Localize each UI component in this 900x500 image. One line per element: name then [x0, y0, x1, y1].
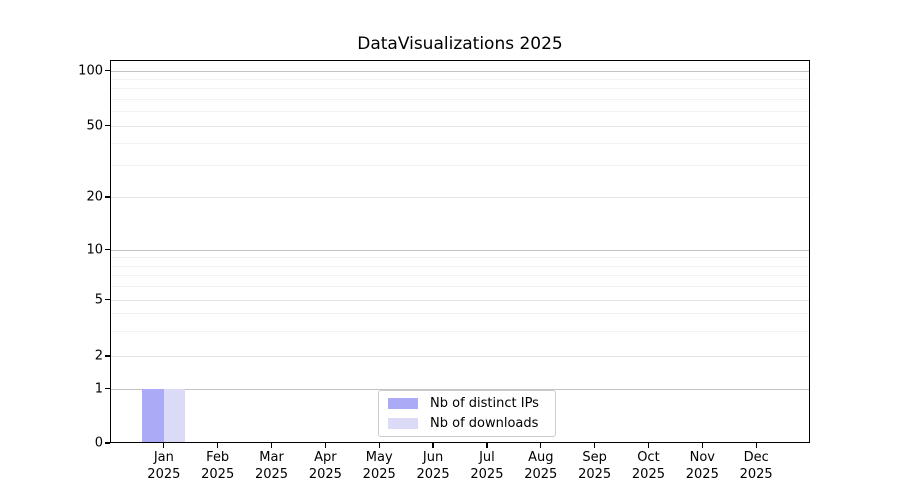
gridline-y-90: [110, 79, 810, 81]
x-tick-year-may: 2025: [362, 466, 396, 482]
y-tick-label-1: 1: [94, 381, 103, 396]
y-tick-label-5: 5: [94, 292, 103, 307]
y-tick-2: [105, 355, 110, 357]
x-tick-year-jan: 2025: [147, 466, 181, 482]
x-tick-mar: [270, 443, 273, 448]
legend-label-downloads: Nb of downloads: [430, 415, 539, 431]
x-tick-year-nov: 2025: [685, 466, 719, 482]
y-tick-label-20: 20: [86, 189, 103, 205]
gridline-y-100: [110, 70, 810, 72]
y-tick-1: [105, 387, 110, 390]
y-tick-label-50: 50: [86, 118, 103, 133]
x-tick-dec: [755, 443, 757, 448]
x-tick-year-jul: 2025: [470, 466, 504, 482]
x-tick-label-jun: Jun 2025: [416, 450, 450, 482]
x-tick-feb: [217, 443, 219, 448]
gridline-y-30: [110, 165, 810, 167]
gridline-y-60: [110, 111, 810, 113]
x-tick-nov: [701, 443, 703, 448]
gridline-y-50: [110, 125, 810, 127]
x-tick-label-mar: Mar 2025: [254, 450, 289, 482]
gridline-y-20: [110, 197, 810, 198]
gridline-y-9: [110, 257, 810, 259]
y-tick-label-100: 100: [78, 63, 103, 79]
x-tick-label-apr: Apr 2025: [308, 450, 342, 482]
x-tick-apr: [324, 443, 327, 448]
x-tick-label-dec: Dec 2025: [739, 450, 773, 482]
x-tick-year-dec: 2025: [739, 466, 773, 482]
bar-nb-of-distinct-ips-jan: [142, 388, 164, 443]
x-tick-jul: [486, 443, 488, 448]
legend-item-downloads: Nb of downloads: [388, 416, 555, 432]
plot-area: [110, 60, 810, 443]
gridline-y-4: [110, 313, 810, 315]
y-tick-50: [105, 124, 110, 127]
x-tick-label-may: May 2025: [362, 450, 396, 482]
gridline-y-40: [110, 142, 810, 144]
x-tick-year-oct: 2025: [631, 466, 665, 482]
y-tick-20: [105, 196, 110, 198]
x-tick-year-jun: 2025: [416, 466, 450, 482]
legend-swatch-distinct-ips-icon: [388, 398, 418, 409]
y-tick-label-2: 2: [94, 348, 103, 364]
y-tick-label-10: 10: [86, 242, 103, 257]
x-tick-year-sep: 2025: [578, 466, 612, 482]
x-tick-oct: [647, 443, 650, 448]
gridline-y-7: [110, 275, 810, 277]
x-tick-jan: [163, 443, 165, 448]
gridline-y-1: [110, 388, 810, 390]
legend-item-distinct-ips: Nb of distinct IPs: [388, 396, 555, 412]
x-tick-year-feb: 2025: [201, 466, 235, 482]
x-tick-jun: [432, 443, 434, 448]
x-tick-label-jul: Jul 2025: [470, 450, 504, 482]
bar-nb-of-downloads-jan: [163, 388, 186, 443]
x-tick-label-sep: Sep 2025: [578, 450, 612, 482]
x-tick-label-feb: Feb 2025: [201, 450, 235, 482]
y-tick-10: [105, 248, 110, 251]
legend-swatch-downloads-icon: [388, 418, 418, 429]
x-tick-aug: [540, 443, 542, 448]
gridline-y-5: [110, 299, 810, 301]
x-tick-label-aug: Aug 2025: [524, 450, 558, 482]
y-tick-5: [105, 298, 110, 301]
gridline-y-2: [110, 356, 810, 357]
y-tick-100: [105, 70, 110, 72]
y-tick-label-0: 0: [94, 435, 103, 451]
x-tick-label-oct: Oct 2025: [631, 450, 665, 482]
x-tick-sep: [593, 443, 596, 448]
x-tick-year-aug: 2025: [524, 466, 558, 482]
gridline-y-80: [110, 88, 810, 90]
legend: Nb of distinct IPs Nb of downloads: [378, 390, 556, 437]
gridline-y-3: [110, 330, 810, 332]
y-tick-0: [105, 442, 110, 444]
x-tick-year-apr: 2025: [308, 466, 342, 482]
chart-title: DataVisualizations 2025: [357, 34, 563, 54]
x-tick-may: [378, 443, 380, 448]
gridline-y-10: [110, 249, 810, 251]
x-tick-label-nov: Nov 2025: [685, 450, 719, 482]
x-tick-label-jan: Jan 2025: [147, 450, 181, 482]
gridline-y-8: [110, 265, 810, 267]
legend-label-distinct-ips: Nb of distinct IPs: [430, 395, 539, 411]
gridline-y-6: [110, 286, 810, 288]
x-tick-year-mar: 2025: [254, 466, 289, 482]
gridline-y-70: [110, 98, 810, 100]
